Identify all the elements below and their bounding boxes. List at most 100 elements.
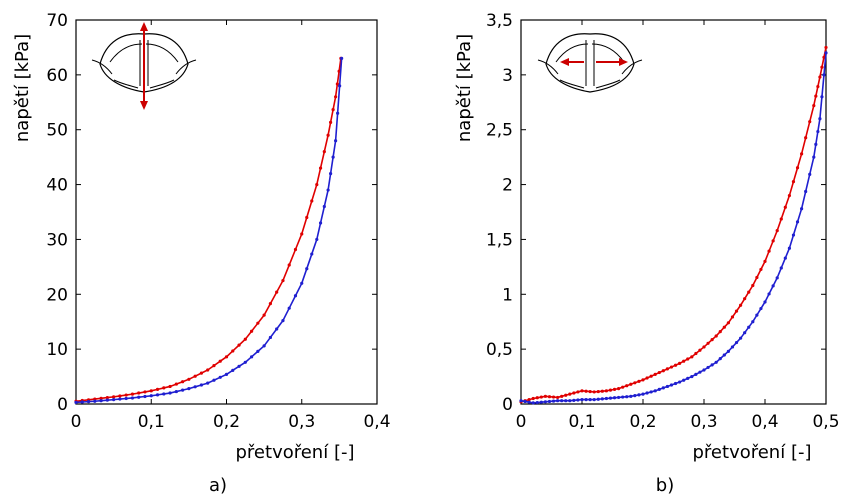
data-point (726, 321, 731, 325)
y-tick-label: 70 (46, 11, 68, 31)
data-point (543, 394, 548, 398)
data-point (795, 220, 800, 224)
data-point (155, 393, 160, 397)
data-point (326, 133, 330, 137)
data-point (612, 396, 617, 400)
data-point (783, 205, 787, 209)
data-point (694, 372, 698, 376)
data-point (519, 399, 523, 403)
data-point (739, 303, 743, 307)
data-point (608, 396, 613, 400)
data-point (661, 386, 665, 390)
data-point (315, 182, 319, 187)
x-axis-label-a: přetvoření [-] (236, 442, 355, 463)
data-point (130, 396, 135, 400)
data-point (812, 103, 816, 108)
data-point (231, 368, 235, 372)
data-point (592, 390, 596, 394)
data-point (621, 385, 625, 389)
data-point (702, 345, 706, 349)
data-point (287, 263, 291, 267)
data-point (637, 379, 641, 383)
data-point (690, 355, 694, 359)
data-point (326, 188, 330, 192)
data-point (539, 395, 543, 399)
data-point (714, 360, 718, 364)
data-point (310, 252, 314, 256)
data-point (673, 381, 678, 386)
data-point (584, 398, 588, 402)
data-point (698, 370, 702, 374)
data-point (682, 378, 686, 382)
data-point (759, 267, 763, 272)
data-point (621, 395, 625, 399)
y-tick-label: 0 (502, 395, 513, 415)
x-tick-label: 0,3 (288, 412, 315, 432)
data-point (759, 306, 763, 311)
data-point (305, 215, 309, 220)
panel-letter-b: b) (656, 475, 674, 496)
data-point (604, 389, 609, 393)
data-point (568, 392, 572, 396)
data-point (318, 166, 323, 170)
data-point (80, 400, 84, 404)
data-point (629, 382, 633, 386)
data-point (824, 45, 828, 50)
data-point (243, 360, 247, 364)
data-point (653, 389, 657, 393)
data-point (287, 306, 291, 310)
data-point (310, 199, 314, 203)
data-point (641, 392, 645, 396)
data-point (820, 65, 824, 69)
data-point (315, 237, 319, 242)
data-point (755, 313, 759, 317)
data-point (149, 389, 153, 393)
data-point (820, 95, 824, 99)
data-point (588, 389, 592, 394)
data-point (181, 388, 185, 392)
data-point (535, 396, 539, 400)
data-point (722, 325, 726, 329)
data-point (143, 390, 147, 394)
series-line-red (520, 47, 827, 403)
data-point (334, 95, 338, 99)
data-point (551, 395, 556, 399)
data-point (596, 389, 600, 394)
x-tick-label: 0 (71, 412, 82, 432)
data-point (580, 389, 584, 393)
data-point (751, 320, 755, 324)
data-point (653, 372, 657, 376)
data-point (99, 399, 103, 403)
y-tick-label: 40 (46, 176, 68, 196)
data-point (568, 399, 572, 403)
data-point (224, 372, 229, 376)
data-point (149, 394, 153, 398)
y-tick-label: 10 (46, 340, 68, 360)
data-point (124, 393, 128, 397)
data-point (531, 401, 535, 405)
data-point (237, 343, 241, 347)
data-point (162, 386, 166, 390)
data-point (329, 120, 333, 124)
data-point (527, 400, 531, 404)
data-point (669, 365, 674, 369)
data-point (262, 344, 266, 348)
data-point (268, 302, 272, 306)
data-point (224, 355, 229, 359)
data-point (318, 221, 323, 225)
y-tick-label: 0 (57, 395, 68, 415)
data-point (580, 398, 584, 402)
data-point (99, 396, 103, 400)
data-point (747, 290, 751, 294)
x-axis-label-b: přetvoření [-] (693, 442, 812, 463)
data-point (293, 247, 298, 252)
data-point (137, 395, 141, 399)
data-point (588, 398, 592, 402)
data-point (322, 150, 326, 154)
data-point (818, 75, 822, 79)
data-point (698, 348, 702, 352)
data-point (596, 397, 600, 401)
data-point (787, 193, 792, 198)
data-point (649, 390, 653, 394)
